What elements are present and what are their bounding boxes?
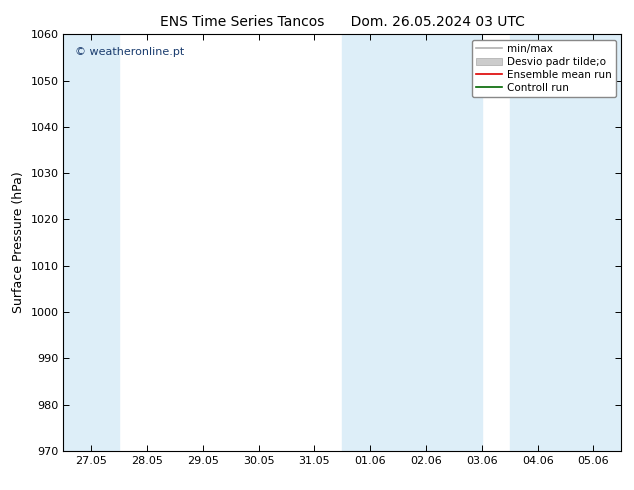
Bar <box>63 34 119 451</box>
Bar <box>510 34 621 451</box>
Text: © weatheronline.pt: © weatheronline.pt <box>75 47 184 57</box>
Bar <box>342 34 482 451</box>
Legend: min/max, Desvio padr tilde;o, Ensemble mean run, Controll run: min/max, Desvio padr tilde;o, Ensemble m… <box>472 40 616 97</box>
Title: ENS Time Series Tancos      Dom. 26.05.2024 03 UTC: ENS Time Series Tancos Dom. 26.05.2024 0… <box>160 15 525 29</box>
Y-axis label: Surface Pressure (hPa): Surface Pressure (hPa) <box>12 172 25 314</box>
